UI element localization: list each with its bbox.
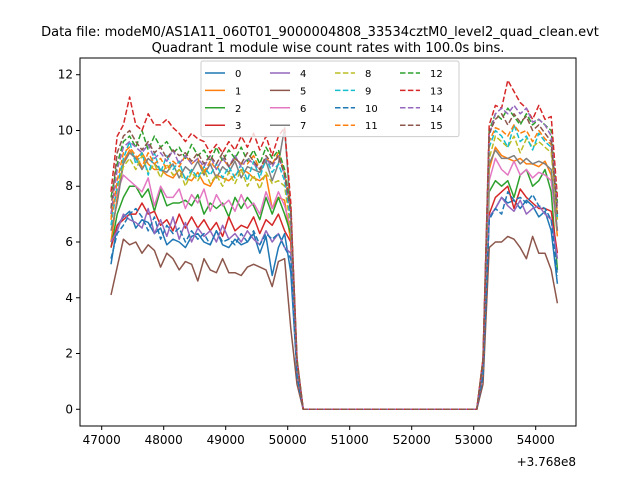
- series-line-15: [110, 113, 559, 411]
- legend-label-12: 12: [430, 69, 443, 80]
- chart-suptitle: Data file: modeM0/AS1A11_060T01_90000048…: [41, 25, 599, 40]
- x-tick-label: 50000: [269, 433, 307, 447]
- x-tick-label: 49000: [207, 433, 245, 447]
- legend-label-14: 14: [430, 104, 443, 115]
- y-tick-label: 8: [65, 179, 73, 193]
- series-line-3: [110, 185, 559, 411]
- legend-label-13: 13: [430, 86, 443, 97]
- y-tick-label: 0: [65, 402, 73, 416]
- y-tick-label: 12: [58, 68, 73, 82]
- series-layer: [110, 79, 559, 411]
- x-tick-label: 53000: [455, 433, 493, 447]
- x-tick-label: 52000: [393, 433, 431, 447]
- legend-label-15: 15: [430, 121, 443, 132]
- series-line-6: [110, 157, 559, 411]
- y-tick-label: 6: [65, 235, 73, 249]
- legend-label-1: 1: [235, 86, 241, 97]
- legend-label-2: 2: [235, 104, 241, 115]
- x-offset-label: +3.768e8: [517, 455, 576, 469]
- x-tick-label: 54000: [517, 433, 555, 447]
- legend-label-3: 3: [235, 121, 241, 132]
- x-tick-label: 51000: [331, 433, 369, 447]
- x-tick-label: 48000: [145, 433, 183, 447]
- y-axis: 0 2 4 6 8 10 12: [58, 68, 80, 416]
- legend-box: [200, 60, 460, 138]
- legend-label-5: 5: [300, 86, 306, 97]
- legend-label-11: 11: [365, 121, 378, 132]
- y-tick-label: 4: [65, 291, 73, 305]
- y-tick-label: 2: [65, 347, 73, 361]
- legend-label-4: 4: [300, 69, 306, 80]
- legend-label-9: 9: [365, 86, 371, 97]
- series-line-14: [110, 104, 559, 411]
- legend-label-8: 8: [365, 69, 371, 80]
- legend-label-6: 6: [300, 104, 306, 115]
- legend-label-7: 7: [300, 121, 306, 132]
- x-axis: 47000 48000 49000 50000 51000 52000 53000 54000: [83, 426, 555, 447]
- y-tick-label: 10: [58, 123, 73, 137]
- series-line-10: [110, 191, 559, 411]
- x-tick-label: 47000: [83, 433, 121, 447]
- series-line-2: [110, 168, 559, 411]
- legend-label-0: 0: [235, 69, 241, 80]
- chart-title: Quadrant 1 module wise count rates with …: [152, 41, 505, 56]
- series-line-1: [110, 146, 559, 411]
- series-line-5: [110, 235, 559, 411]
- legend-label-10: 10: [365, 104, 378, 115]
